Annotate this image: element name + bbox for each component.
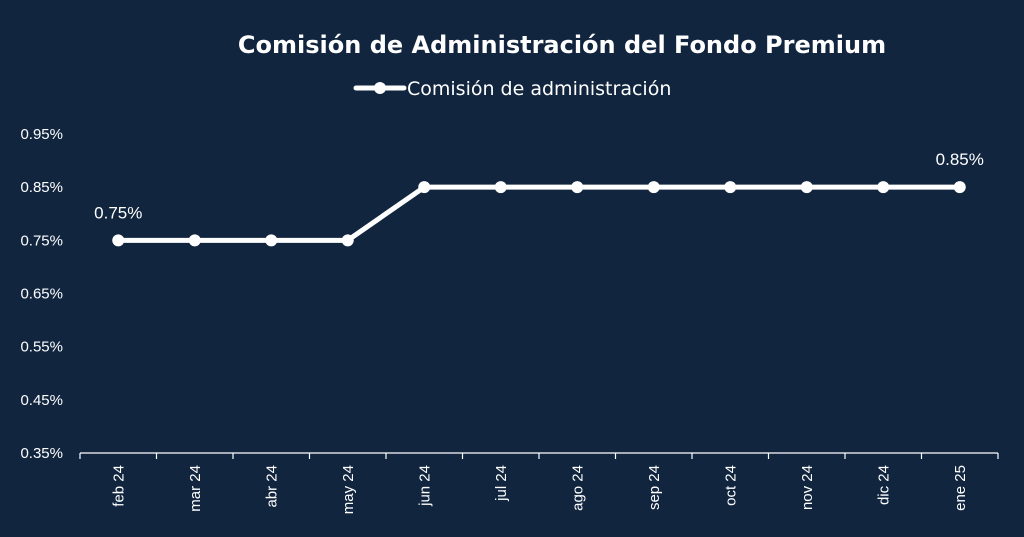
x-tick-label: dic 24 [875, 465, 892, 505]
data-point [647, 181, 660, 194]
y-tick-label: 0.65% [20, 286, 63, 303]
legend-label: Comisión de administración [407, 78, 671, 100]
x-tick-label: jul 24 [493, 465, 510, 502]
y-tick-label: 0.95% [20, 126, 63, 143]
data-point [188, 234, 201, 247]
y-tick-label: 0.75% [20, 232, 63, 249]
y-tick-label: 0.55% [20, 339, 63, 356]
data-point [341, 234, 354, 247]
legend: Comisión de administración [353, 78, 671, 100]
y-tick-label: 0.45% [20, 392, 63, 409]
data-point [800, 181, 813, 194]
data-label: 0.75% [94, 203, 142, 222]
data-point [724, 181, 737, 194]
data-point [877, 181, 890, 194]
x-tick-label: ene 25 [952, 465, 969, 511]
data-point [265, 234, 278, 247]
x-tick-label: feb 24 [110, 465, 127, 507]
x-tick-label: oct 24 [722, 465, 739, 506]
y-tick-label: 0.35% [20, 445, 63, 462]
y-tick-label: 0.85% [20, 179, 63, 196]
x-tick-label: abr 24 [263, 465, 280, 508]
chart-title: Comisión de Administración del Fondo Pre… [238, 31, 886, 59]
x-tick-label: mar 24 [187, 465, 204, 512]
x-tick-label: may 24 [340, 465, 357, 514]
data-label: 0.85% [936, 150, 984, 169]
x-tick-label: sep 24 [646, 465, 663, 510]
data-point [953, 181, 966, 194]
x-tick-label: jun 24 [416, 465, 433, 507]
data-point [494, 181, 507, 194]
data-point [571, 181, 584, 194]
y-axis: 0.35% 0.45% 0.55% 0.65% 0.75% 0.85% 0.95% [20, 126, 63, 462]
data-point [112, 234, 125, 247]
series-line [115, 184, 963, 243]
series-line-layer: 0.75% 0.85% [94, 150, 984, 247]
data-point [418, 181, 431, 194]
x-tick-label: nov 24 [799, 465, 816, 510]
x-tick-label: ago 24 [569, 465, 586, 511]
legend-point-marker [374, 82, 386, 94]
x-axis: feb 24 mar 24 abr 24 may 24 jun 24 jul 24 ago … [79, 452, 999, 514]
